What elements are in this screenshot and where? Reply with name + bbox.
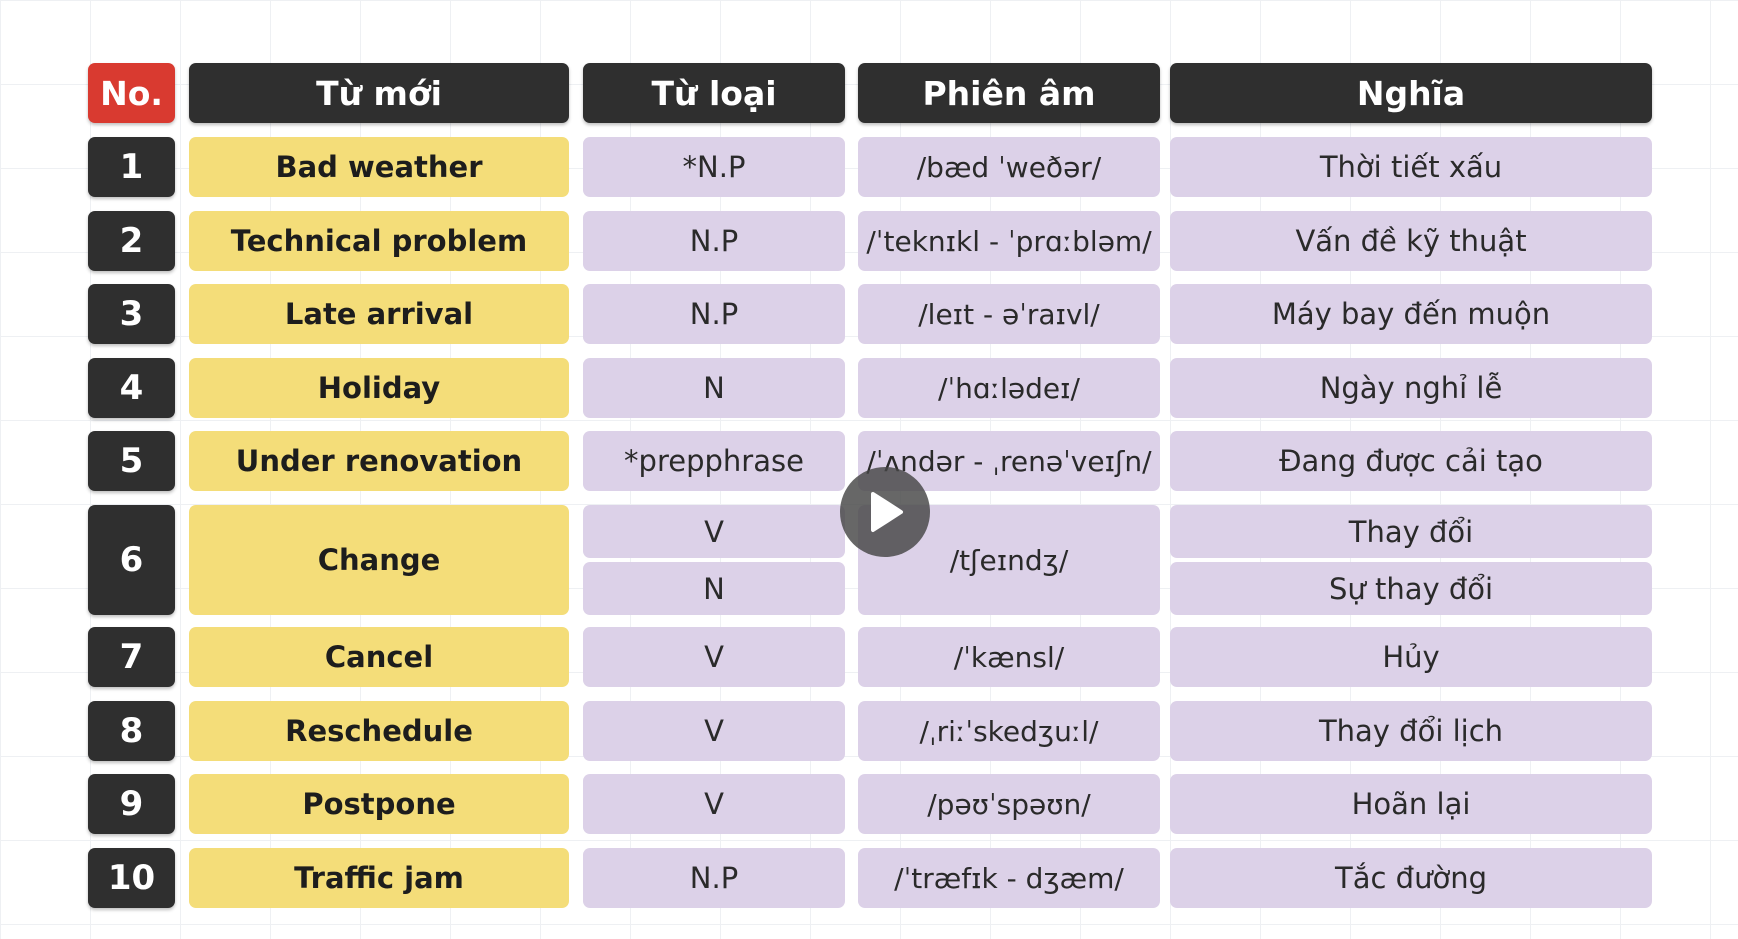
row-part-of-speech: N.P bbox=[583, 211, 845, 271]
row-pronunciation: /leɪt - əˈraɪvl/ bbox=[858, 284, 1160, 344]
row-part-of-speech: N.P bbox=[583, 284, 845, 344]
row-part-of-speech: N.P bbox=[583, 848, 845, 908]
row-word: Holiday bbox=[189, 358, 569, 418]
row-number: 7 bbox=[88, 627, 175, 687]
row-meaning: Thay đổi lịch bbox=[1170, 701, 1652, 761]
row-number: 3 bbox=[88, 284, 175, 344]
row-pronunciation: /ˈkænsl/ bbox=[858, 627, 1160, 687]
play-icon bbox=[871, 492, 903, 532]
row-meaning: Thời tiết xấu bbox=[1170, 137, 1652, 197]
row-pronunciation: /ˌriːˈskedʒuːl/ bbox=[858, 701, 1160, 761]
play-button[interactable] bbox=[840, 467, 930, 557]
row-word: Under renovation bbox=[189, 431, 569, 491]
row-pronunciation: /ˈtræfɪk - dʒæm/ bbox=[858, 848, 1160, 908]
row-pronunciation: /bæd ˈweðər/ bbox=[858, 137, 1160, 197]
header-pos: Từ loại bbox=[583, 63, 845, 123]
row-pronunciation: /ˈteknɪkl - ˈprɑːbləm/ bbox=[858, 211, 1160, 271]
row-part-of-speech: V bbox=[583, 774, 845, 834]
row-pronunciation: /ˈhɑːlədeɪ/ bbox=[858, 358, 1160, 418]
row-number: 1 bbox=[88, 137, 175, 197]
row-number: 6 bbox=[88, 505, 175, 615]
row-number: 4 bbox=[88, 358, 175, 418]
row-meaning: Hủy bbox=[1170, 627, 1652, 687]
row-part-of-speech: V bbox=[583, 505, 845, 558]
row-word: Change bbox=[189, 505, 569, 615]
row-word: Postpone bbox=[189, 774, 569, 834]
row-part-of-speech: N bbox=[583, 358, 845, 418]
row-part-of-speech: *N.P bbox=[583, 137, 845, 197]
row-meaning: Tắc đường bbox=[1170, 848, 1652, 908]
header-no: No. bbox=[88, 63, 175, 123]
row-part-of-speech: V bbox=[583, 701, 845, 761]
row-number: 10 bbox=[88, 848, 175, 908]
header-meaning: Nghĩa bbox=[1170, 63, 1652, 123]
row-meaning-secondary: Sự thay đổi bbox=[1170, 562, 1652, 615]
header-word: Từ mới bbox=[189, 63, 569, 123]
row-word: Technical problem bbox=[189, 211, 569, 271]
row-meaning: Máy bay đến muộn bbox=[1170, 284, 1652, 344]
row-word: Reschedule bbox=[189, 701, 569, 761]
row-meaning: Ngày nghỉ lễ bbox=[1170, 358, 1652, 418]
row-meaning: Vấn đề kỹ thuật bbox=[1170, 211, 1652, 271]
row-word: Bad weather bbox=[189, 137, 569, 197]
row-meaning: Thay đổi bbox=[1170, 505, 1652, 558]
row-number: 2 bbox=[88, 211, 175, 271]
row-number: 8 bbox=[88, 701, 175, 761]
row-meaning: Hoãn lại bbox=[1170, 774, 1652, 834]
row-word: Traffic jam bbox=[189, 848, 569, 908]
row-part-of-speech-secondary: N bbox=[583, 562, 845, 615]
row-part-of-speech: V bbox=[583, 627, 845, 687]
row-number: 5 bbox=[88, 431, 175, 491]
row-word: Late arrival bbox=[189, 284, 569, 344]
row-word: Cancel bbox=[189, 627, 569, 687]
row-pronunciation: /pəʊˈspəʊn/ bbox=[858, 774, 1160, 834]
row-number: 9 bbox=[88, 774, 175, 834]
row-meaning: Đang được cải tạo bbox=[1170, 431, 1652, 491]
header-ipa: Phiên âm bbox=[858, 63, 1160, 123]
row-part-of-speech: *prepphrase bbox=[583, 431, 845, 491]
